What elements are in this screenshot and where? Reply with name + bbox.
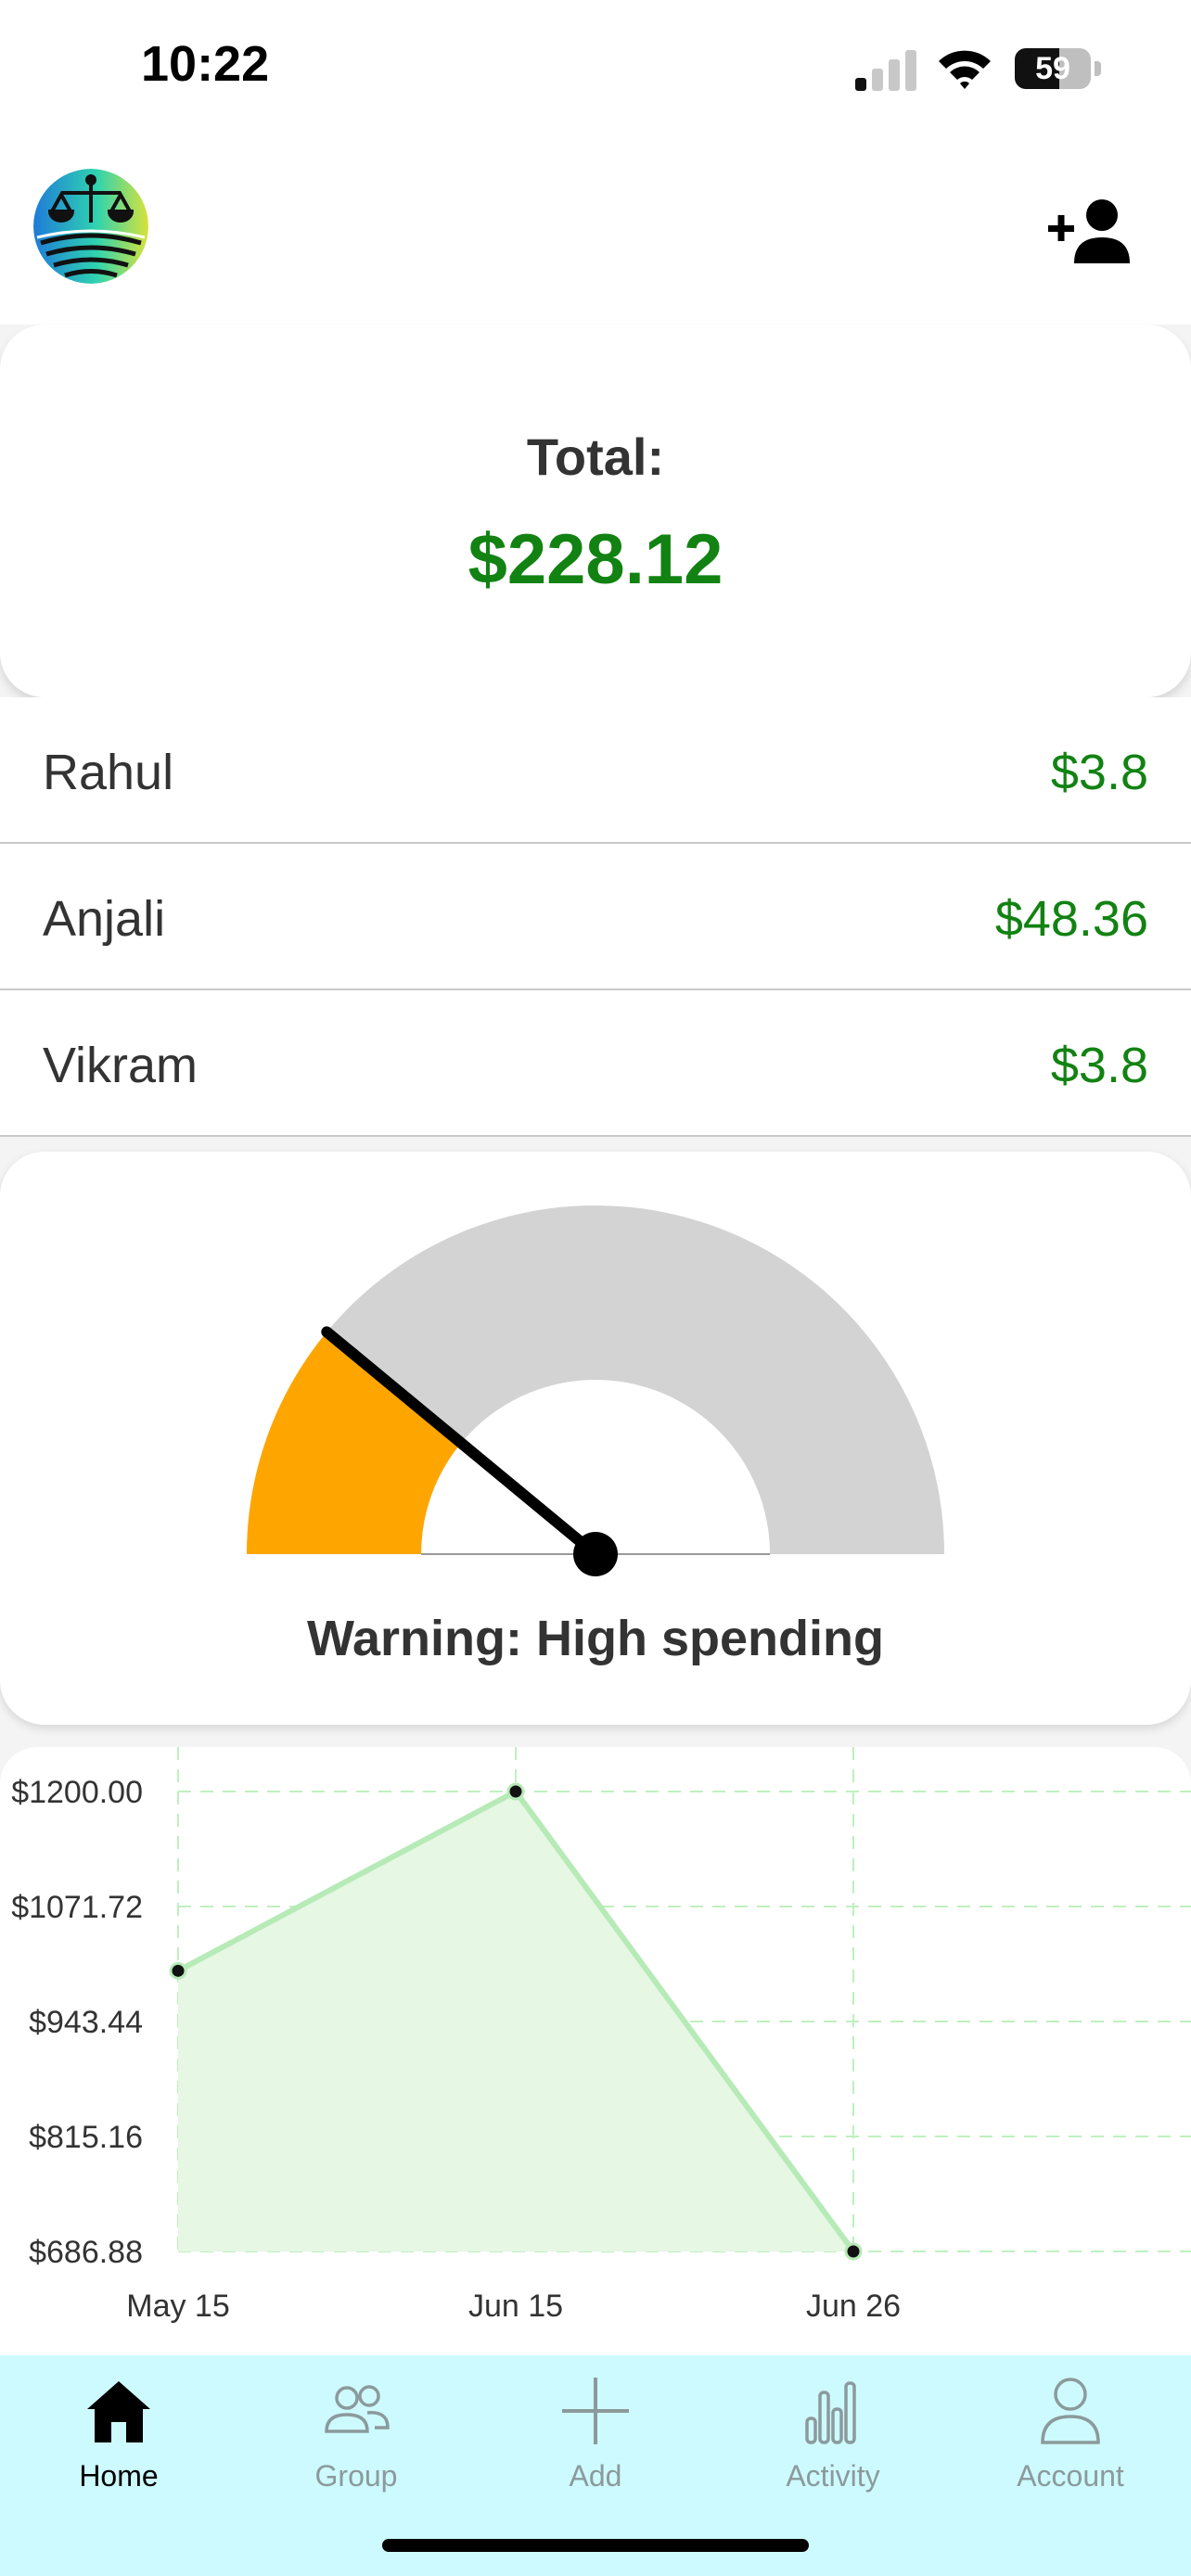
cellular-signal-icon: [855, 48, 920, 91]
nav-account[interactable]: Account: [952, 2355, 1189, 2541]
nav-label: Group: [314, 2459, 398, 2493]
activity-chart-icon: [805, 2381, 856, 2444]
y-tick-label: $815.16: [29, 2120, 143, 2155]
nav-group[interactable]: Group: [237, 2355, 475, 2541]
spending-gauge: [247, 1205, 944, 1576]
home-indicator: [382, 2539, 809, 2552]
y-tick-label: $1200.00: [11, 1775, 143, 1810]
nav-label: Add: [569, 2459, 622, 2493]
status-bar: 10:22 59: [0, 0, 1191, 139]
chart-point: [169, 1961, 187, 1980]
scales-logo-icon: [33, 169, 148, 284]
spending-chart-card: $1200.00 $1071.72 $943.44 $815.16 $686.88 May…: [0, 1747, 1191, 2359]
gauge-status-text: Warning: High spending: [307, 1611, 884, 1666]
group-icon: [325, 2385, 390, 2433]
chart-point: [844, 2242, 863, 2261]
nav-label: Home: [79, 2459, 159, 2493]
y-tick-label: $686.88: [29, 2235, 143, 2270]
status-time: 10:22: [141, 36, 270, 92]
nav-add[interactable]: Add: [477, 2355, 714, 2541]
y-tick-label: $1071.72: [11, 1890, 143, 1925]
spending-line-chart: $1200.00 $1071.72 $943.44 $815.16 $686.88 May…: [11, 1747, 1191, 2324]
member-row-rahul[interactable]: Rahul $3.8: [0, 697, 1191, 844]
nav-label: Account: [1017, 2459, 1124, 2493]
member-balance-list: Rahul $3.8 Anjali $48.36 Vikram $3.8: [0, 697, 1191, 1137]
chart-point: [506, 1782, 525, 1801]
add-user-button[interactable]: [1048, 195, 1137, 269]
battery-percentage: 59: [1035, 51, 1070, 86]
app-header: [0, 139, 1191, 325]
member-name: Rahul: [43, 745, 174, 800]
nav-home[interactable]: Home: [0, 2355, 237, 2541]
gauge-needle: [321, 1326, 601, 1560]
total-label: Total:: [526, 427, 665, 486]
gauge-needle-pivot: [573, 1532, 618, 1576]
wifi-icon: [939, 50, 991, 89]
nav-label: Activity: [786, 2459, 880, 2493]
member-amount: $3.8: [1050, 745, 1148, 800]
chart-area: [178, 1792, 853, 2251]
member-name: Anjali: [43, 891, 166, 947]
x-tick-label: Jun 15: [468, 2289, 563, 2324]
total-card: Total: $228.12: [0, 325, 1191, 697]
battery-icon: 59: [1015, 48, 1091, 89]
spending-gauge-card: Warning: High spending: [0, 1152, 1191, 1725]
y-tick-label: $943.44: [29, 2005, 143, 2040]
x-tick-label: May 15: [126, 2289, 230, 2324]
battery-tip: [1095, 61, 1101, 76]
nav-activity[interactable]: Activity: [714, 2355, 952, 2541]
total-value: $228.12: [467, 520, 724, 599]
plus-icon: [562, 2378, 629, 2444]
member-amount: $3.8: [1050, 1038, 1148, 1093]
account-icon: [1041, 2378, 1100, 2444]
member-name: Vikram: [43, 1038, 198, 1093]
x-tick-label: Jun 26: [806, 2289, 901, 2324]
member-row-anjali[interactable]: Anjali $48.36: [0, 844, 1191, 990]
home-icon: [87, 2381, 150, 2442]
member-amount: $48.36: [994, 891, 1148, 947]
gauge-fill: [247, 1332, 462, 1554]
member-row-vikram[interactable]: Vikram $3.8: [0, 990, 1191, 1137]
